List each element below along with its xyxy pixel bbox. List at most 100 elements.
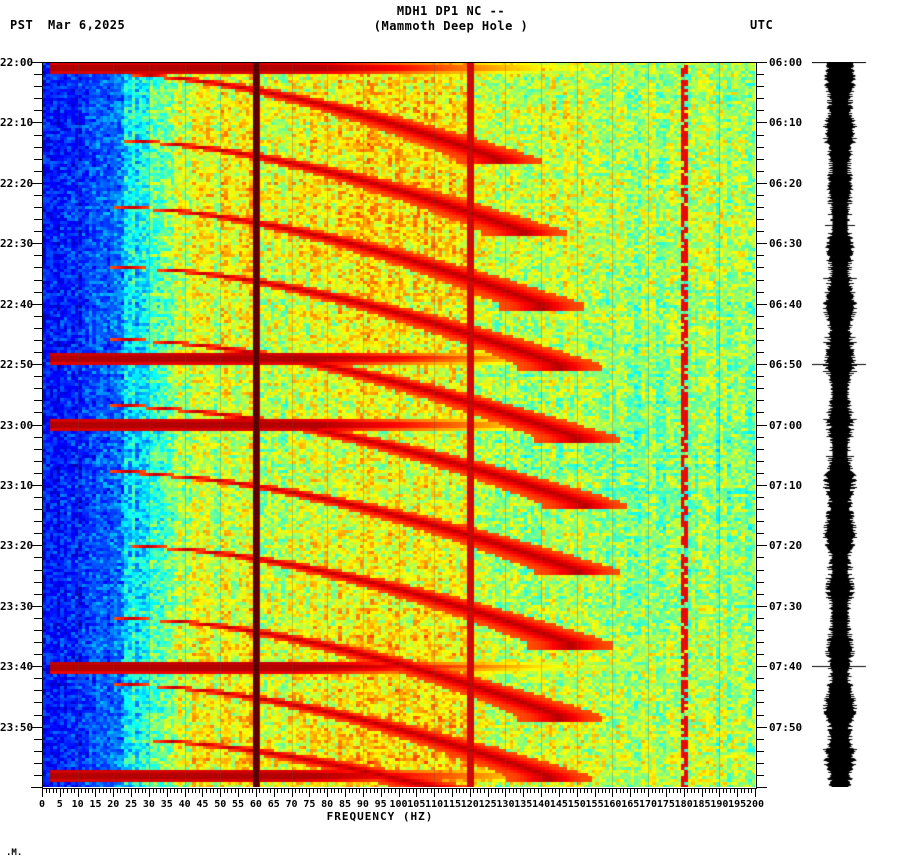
- x-tick: [116, 788, 118, 793]
- y-tick-label-pst: 23:00: [0, 418, 34, 432]
- x-tick: [530, 788, 532, 793]
- x-tick: [230, 788, 232, 793]
- y-tick-right: [756, 291, 764, 293]
- y-tick-label-pst: 22:50: [0, 358, 34, 372]
- y-tick-right: [756, 750, 764, 752]
- y-tick-left: [34, 315, 42, 317]
- x-tick: [330, 788, 332, 793]
- x-tick: [309, 788, 311, 797]
- x-tick: [127, 788, 129, 793]
- x-tick: [423, 788, 425, 793]
- x-tick-label: 135: [514, 799, 533, 810]
- y-tick-right: [756, 666, 767, 668]
- x-tick-label: 175: [656, 799, 675, 810]
- y-tick-right: [756, 412, 764, 414]
- y-tick-right: [756, 388, 764, 390]
- x-tick-label: 25: [125, 799, 138, 810]
- y-tick-left: [31, 122, 42, 124]
- x-tick: [291, 788, 293, 797]
- x-tick: [687, 788, 689, 793]
- x-tick: [302, 788, 304, 793]
- y-tick-right: [756, 182, 767, 184]
- y-tick-left: [34, 774, 42, 776]
- x-tick: [598, 788, 600, 793]
- x-tick: [491, 788, 493, 793]
- x-tick: [384, 788, 386, 793]
- x-tick: [213, 788, 215, 793]
- x-tick-label: 35: [160, 799, 173, 810]
- x-tick-label: 100: [389, 799, 408, 810]
- x-tick: [227, 788, 229, 793]
- y-tick-left: [34, 231, 42, 233]
- x-tick: [608, 788, 610, 793]
- x-tick-label: 10: [71, 799, 84, 810]
- y-tick-right: [756, 714, 764, 716]
- x-tick: [469, 788, 471, 797]
- y-tick-left: [34, 557, 42, 559]
- x-tick: [327, 788, 329, 797]
- x-tick: [462, 788, 464, 793]
- x-tick: [427, 788, 429, 793]
- x-tick: [49, 788, 51, 793]
- y-tick-right: [756, 762, 764, 764]
- y-tick-right: [756, 545, 767, 547]
- x-tick: [156, 788, 158, 793]
- x-tick: [619, 788, 621, 793]
- x-tick: [541, 788, 543, 797]
- y-tick-right: [756, 593, 764, 595]
- x-tick: [45, 788, 47, 793]
- y-tick-left: [34, 569, 42, 571]
- y-tick-left: [34, 714, 42, 716]
- x-tick: [141, 788, 143, 793]
- y-tick-right: [756, 400, 764, 402]
- y-tick-left: [34, 388, 42, 390]
- y-tick-right: [756, 521, 764, 523]
- y-tick-left: [34, 654, 42, 656]
- x-tick: [416, 788, 418, 797]
- x-tick: [519, 788, 521, 793]
- y-tick-left: [34, 581, 42, 583]
- x-tick: [263, 788, 265, 793]
- x-tick-label: 70: [285, 799, 298, 810]
- x-tick: [166, 788, 168, 797]
- x-tick: [88, 788, 90, 793]
- x-tick: [74, 788, 76, 793]
- x-tick: [52, 788, 54, 793]
- x-tick: [576, 788, 578, 797]
- x-tick: [680, 788, 682, 793]
- x-tick: [601, 788, 603, 793]
- y-tick-right: [756, 424, 767, 426]
- x-tick: [412, 788, 414, 793]
- y-tick-left: [34, 110, 42, 112]
- x-tick: [188, 788, 190, 793]
- y-tick-right: [756, 642, 764, 643]
- y-tick-left: [34, 497, 42, 498]
- y-tick-left: [34, 400, 42, 402]
- x-tick: [59, 788, 61, 797]
- y-tick-label-pst: 22:40: [0, 297, 34, 311]
- x-tick: [205, 788, 207, 793]
- x-tick: [355, 788, 357, 793]
- x-tick: [99, 788, 101, 793]
- x-tick: [102, 788, 104, 793]
- y-tick-left: [34, 690, 42, 692]
- x-tick: [369, 788, 371, 793]
- y-tick-left: [34, 279, 42, 281]
- x-tick: [109, 788, 111, 793]
- x-tick: [551, 788, 553, 793]
- x-axis-title: FREQUENCY (HZ): [326, 810, 434, 823]
- x-tick-label: 95: [374, 799, 387, 810]
- x-tick: [95, 788, 97, 797]
- x-tick: [498, 788, 500, 793]
- x-tick: [163, 788, 165, 793]
- y-tick-right: [756, 569, 764, 571]
- y-tick-left: [31, 787, 42, 788]
- x-tick: [451, 788, 453, 797]
- x-tick: [747, 788, 749, 793]
- x-tick: [459, 788, 461, 793]
- y-tick-right: [756, 774, 764, 776]
- x-tick: [134, 788, 136, 793]
- x-tick: [473, 788, 475, 793]
- spectrogram-plot[interactable]: [42, 62, 755, 787]
- timezone-label-right: UTC: [750, 18, 774, 32]
